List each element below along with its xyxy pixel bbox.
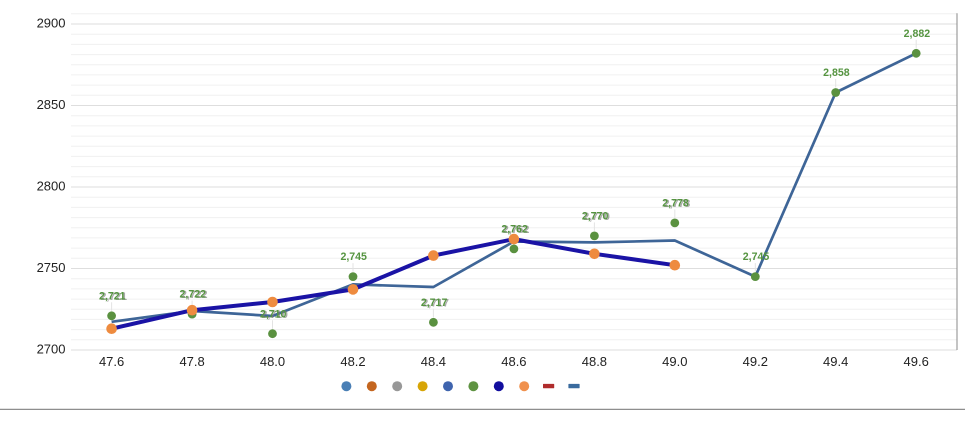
- svg-text:49.4: 49.4: [823, 354, 848, 369]
- svg-text:2,770: 2,770: [582, 211, 609, 223]
- svg-text:2,722: 2,722: [181, 289, 208, 301]
- svg-text:48.6: 48.6: [501, 354, 526, 369]
- svg-text:47.8: 47.8: [179, 354, 204, 369]
- svg-text:49.2: 49.2: [743, 354, 768, 369]
- svg-text:2,721: 2,721: [99, 290, 126, 302]
- svg-text:2,858: 2,858: [823, 67, 850, 79]
- svg-text:47.6: 47.6: [99, 354, 124, 369]
- svg-text:2,710: 2,710: [260, 308, 287, 320]
- svg-text:48.8: 48.8: [582, 354, 607, 369]
- svg-text:2700: 2700: [37, 342, 66, 357]
- svg-text:48.0: 48.0: [260, 354, 285, 369]
- svg-text:2,762: 2,762: [503, 224, 530, 236]
- svg-text:2,717: 2,717: [422, 297, 449, 309]
- svg-text:2750: 2750: [37, 260, 66, 275]
- svg-text:2800: 2800: [37, 179, 66, 194]
- svg-text:2850: 2850: [37, 97, 66, 112]
- svg-text:2,745: 2,745: [743, 251, 770, 263]
- svg-text:2,778: 2,778: [664, 198, 691, 210]
- svg-text:48.2: 48.2: [340, 354, 365, 369]
- svg-text:2,721: 2,721: [101, 291, 128, 303]
- svg-text:2,745: 2,745: [340, 251, 367, 263]
- svg-text:2,770: 2,770: [583, 211, 610, 223]
- svg-text:2,882: 2,882: [904, 28, 931, 40]
- svg-text:2,717: 2,717: [421, 297, 448, 309]
- svg-text:2,762: 2,762: [501, 224, 528, 236]
- svg-text:49.6: 49.6: [904, 354, 929, 369]
- svg-text:49.0: 49.0: [662, 354, 687, 369]
- svg-text:2900: 2900: [37, 16, 66, 31]
- svg-text:2,710: 2,710: [261, 309, 288, 321]
- svg-text:2,722: 2,722: [180, 289, 207, 301]
- svg-text:2,778: 2,778: [662, 198, 689, 210]
- svg-text:48.4: 48.4: [421, 354, 446, 369]
